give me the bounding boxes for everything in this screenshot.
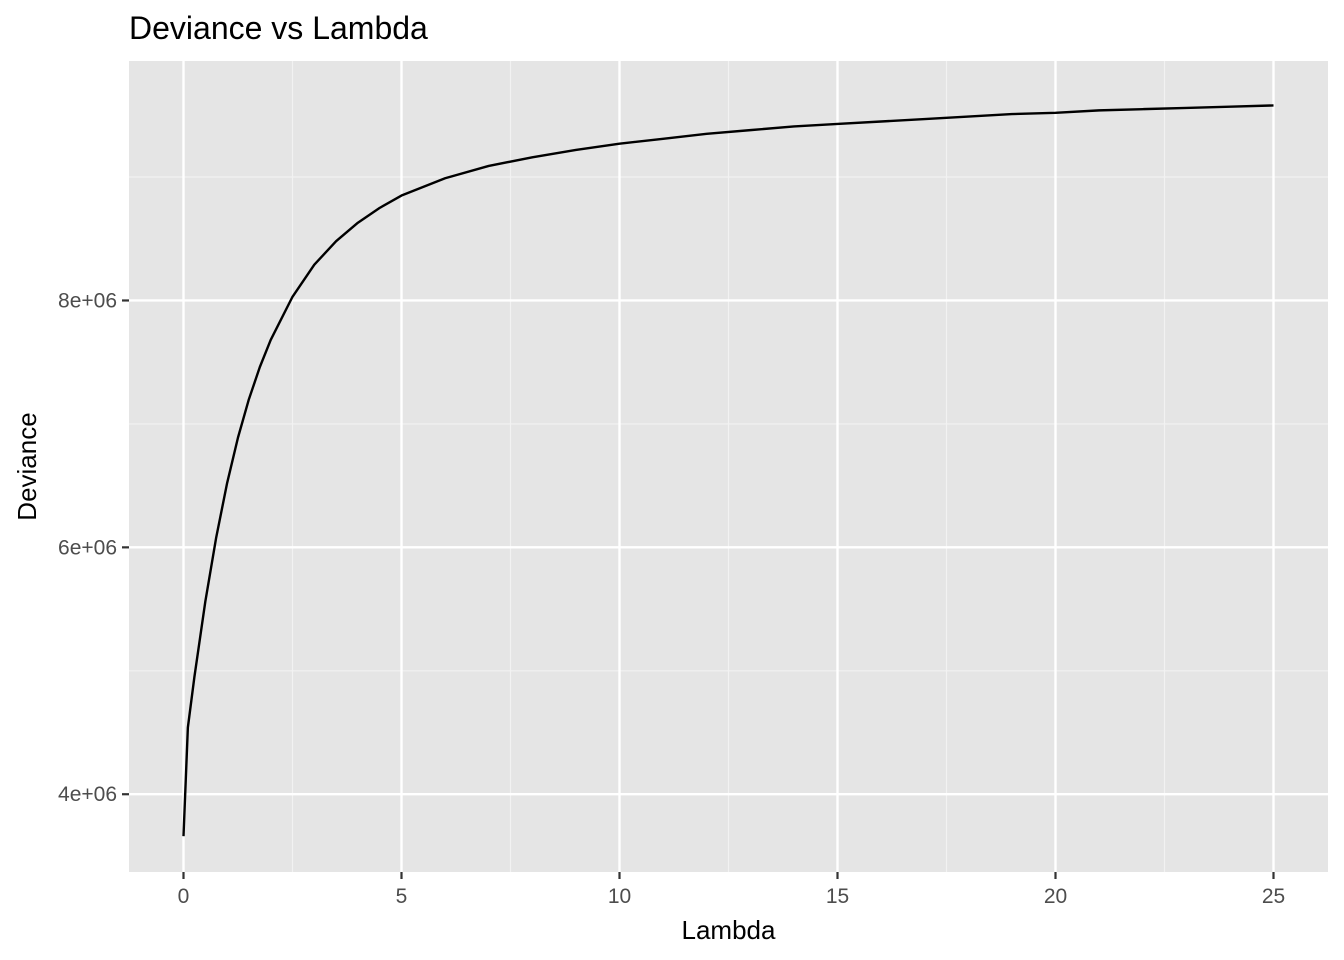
series-line [182,104,1274,837]
x-axis-title: Lambda [682,915,776,945]
x-tick-label: 5 [396,885,408,908]
y-tick-label: 4e+06 [58,783,117,806]
major-grid-lines [129,61,1328,872]
x-tick-label: 15 [826,885,849,908]
y-tick-label: 8e+06 [58,289,117,312]
y-tick-label: 6e+06 [58,536,117,559]
y-axis-title: Deviance [12,412,42,520]
x-tick-label: 25 [1262,885,1285,908]
y-axis: 4e+06 6e+06 8e+06 [58,289,129,806]
x-tick-label: 0 [178,885,190,908]
chart-title: Deviance vs Lambda [129,10,428,46]
x-tick-label: 20 [1044,885,1067,908]
minor-grid-lines [129,61,1328,872]
x-axis: 0 5 10 15 20 25 [178,872,1285,908]
x-tick-label: 10 [608,885,631,908]
